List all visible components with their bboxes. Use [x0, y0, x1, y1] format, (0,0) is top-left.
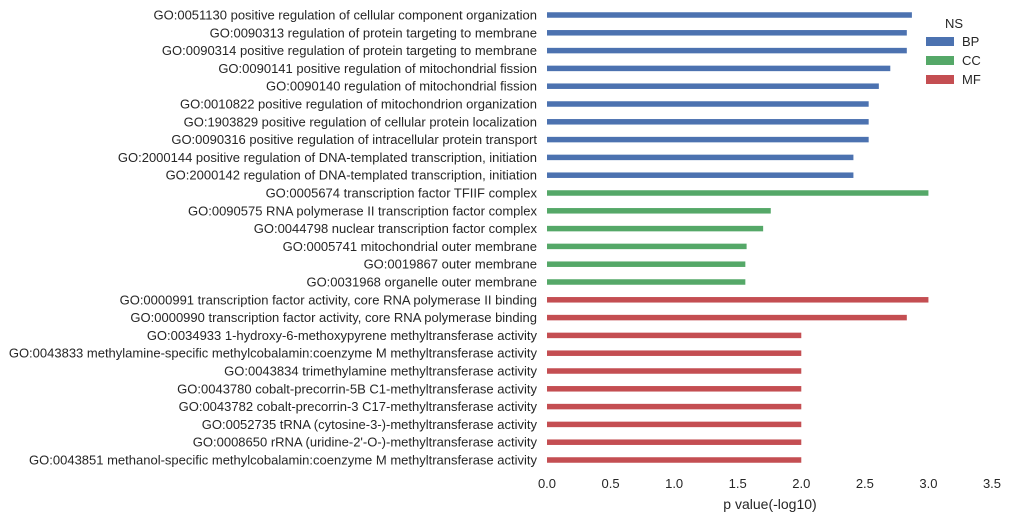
category-label-2: GO:0090314 positive regulation of protei… — [162, 43, 537, 58]
x-tick-5: 2.5 — [856, 476, 874, 491]
x-tick-0: 0.0 — [538, 476, 556, 491]
bars-layer — [547, 12, 929, 463]
x-tick-labels: 0.0 0.5 1.0 1.5 2.0 2.5 3.0 3.5 — [538, 476, 1001, 491]
bar-17 — [547, 314, 907, 321]
category-label-17: GO:0000990 transcription factor activity… — [130, 310, 537, 325]
bar-11 — [547, 208, 771, 214]
x-tick-2: 1.0 — [665, 476, 683, 491]
category-label-9: GO:2000142 regulation of DNA-templated t… — [166, 168, 537, 183]
legend-label-bp: BP — [962, 34, 979, 49]
x-tick-3: 1.5 — [729, 476, 747, 491]
bar-12 — [547, 225, 764, 232]
category-label-10: GO:0005674 transcription factor TFIIF co… — [266, 186, 538, 201]
category-label-7: GO:0090316 positive regulation of intrac… — [171, 132, 537, 147]
category-label-20: GO:0043834 trimethylamine methyltransfer… — [224, 364, 537, 379]
x-tick-7: 3.5 — [983, 476, 1001, 491]
bar-25 — [547, 457, 802, 463]
bar-18 — [547, 332, 802, 339]
category-label-24: GO:0008650 rRNA (uridine-2'-O-)-methyltr… — [193, 435, 538, 450]
category-label-8: GO:2000144 positive regulation of DNA-te… — [118, 150, 537, 165]
category-label-13: GO:0005741 mitochondrial outer membrane — [283, 239, 537, 254]
legend-label-mf: MF — [962, 72, 981, 87]
bar-7 — [547, 136, 869, 143]
legend-title: NS — [945, 16, 963, 31]
x-axis-label: p value(-log10) — [723, 496, 816, 512]
legend-label-cc: CC — [962, 53, 981, 68]
bar-1 — [547, 30, 907, 36]
category-label-3: GO:0090141 positive regulation of mitoch… — [218, 61, 537, 76]
category-label-12: GO:0044798 nuclear transcription factor … — [254, 221, 538, 236]
category-label-25: GO:0043851 methanol-specific methylcobal… — [29, 453, 537, 468]
bar-3 — [547, 65, 891, 72]
category-label-19: GO:0043833 methylamine-specific methylco… — [9, 346, 538, 361]
bar-8 — [547, 154, 854, 161]
bar-22 — [547, 403, 802, 410]
bar-15 — [547, 279, 746, 285]
category-label-23: GO:0052735 tRNA (cytosine-3-)-methyltran… — [202, 417, 538, 432]
category-label-22: GO:0043782 cobalt-precorrin-3 C17-methyl… — [179, 399, 538, 414]
category-label-18: GO:0034933 1-hydroxy-6-methoxypyrene met… — [147, 328, 538, 343]
bar-24 — [547, 439, 802, 445]
x-tick-1: 0.5 — [602, 476, 620, 491]
bar-9 — [547, 172, 854, 178]
bar-5 — [547, 101, 869, 107]
category-label-4: GO:0090140 regulation of mitochondrial f… — [266, 79, 537, 94]
category-label-6: GO:1903829 positive regulation of cellul… — [184, 114, 537, 129]
x-tick-4: 2.0 — [792, 476, 810, 491]
bar-23 — [547, 421, 802, 428]
bar-2 — [547, 47, 907, 54]
legend-swatch-bp — [926, 37, 954, 46]
bar-13 — [547, 243, 747, 250]
category-label-16: GO:0000991 transcription factor activity… — [120, 292, 537, 307]
bar-6 — [547, 119, 869, 125]
category-label-5: GO:0010822 positive regulation of mitoch… — [180, 97, 537, 112]
bar-16 — [547, 297, 929, 303]
category-label-21: GO:0043780 cobalt-precorrin-5B C1-methyl… — [177, 381, 537, 396]
category-label-11: GO:0090575 RNA polymerase II transcripti… — [188, 203, 537, 218]
category-label-1: GO:0090313 regulation of protein targeti… — [210, 25, 537, 40]
bar-20 — [547, 368, 802, 374]
bar-10 — [547, 190, 929, 196]
category-label-15: GO:0031968 organelle outer membrane — [306, 275, 537, 290]
legend-swatch-cc — [926, 56, 954, 65]
bar-4 — [547, 83, 879, 89]
bar-21 — [547, 386, 802, 392]
bar-19 — [547, 350, 802, 356]
legend: NS BP CC MF — [926, 16, 981, 87]
category-label-14: GO:0019867 outer membrane — [364, 257, 537, 272]
bar-0 — [547, 12, 912, 18]
bar-14 — [547, 261, 746, 267]
category-labels: GO:0051130 positive regulation of cellul… — [9, 8, 538, 468]
category-label-0: GO:0051130 positive regulation of cellul… — [154, 8, 538, 23]
x-tick-6: 3.0 — [919, 476, 937, 491]
legend-swatch-mf — [926, 75, 954, 84]
